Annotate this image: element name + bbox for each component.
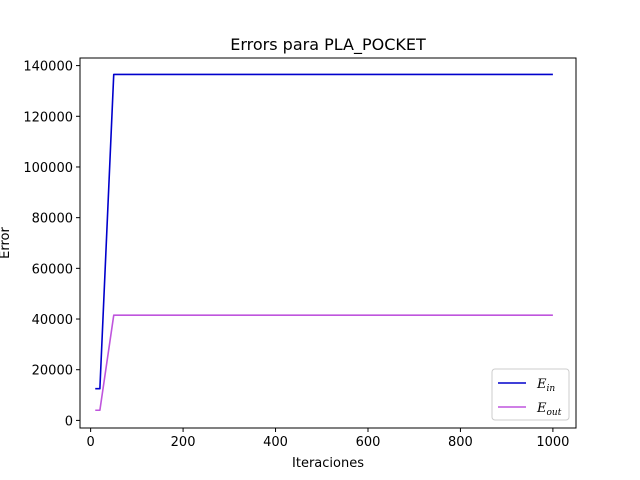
y-tick-label: 0 — [65, 414, 73, 429]
y-axis-label: Error — [0, 227, 13, 259]
y-tick-label: 120000 — [23, 110, 73, 125]
axes-frame — [79, 57, 577, 429]
chart-title: Errors para PLA_POCKET — [230, 35, 426, 55]
x-axis-ticks: 0 200 400 600 800 1000 — [86, 428, 569, 450]
series-lines — [95, 73, 553, 412]
x-tick-label: 400 — [263, 435, 288, 450]
x-tick-label: 1000 — [536, 435, 569, 450]
y-tick-label: 80000 — [32, 212, 73, 227]
y-tick-label: 100000 — [23, 161, 73, 176]
plot-area: 0 200 400 600 800 1000 0 20000 40000 60000 80000 1… — [23, 57, 577, 450]
x-tick-label: 0 — [86, 435, 94, 450]
legend-label: Ein — [536, 377, 555, 394]
series-line-e-out — [95, 314, 553, 412]
y-axis-ticks: 0 20000 40000 60000 80000 100000 120000 140000 — [23, 60, 80, 429]
legend-label: Eout — [536, 401, 562, 418]
x-tick-label: 600 — [356, 435, 381, 450]
x-tick-label: 200 — [171, 435, 196, 450]
y-tick-label: 20000 — [32, 364, 73, 379]
x-axis-label: Iteraciones — [292, 456, 364, 471]
y-tick-label: 60000 — [32, 262, 73, 277]
legend: Ein Eout — [491, 368, 570, 421]
series-line-e-in — [95, 73, 553, 390]
y-tick-label: 40000 — [32, 313, 73, 328]
x-tick-label: 800 — [448, 435, 473, 450]
y-tick-label: 140000 — [23, 60, 73, 75]
